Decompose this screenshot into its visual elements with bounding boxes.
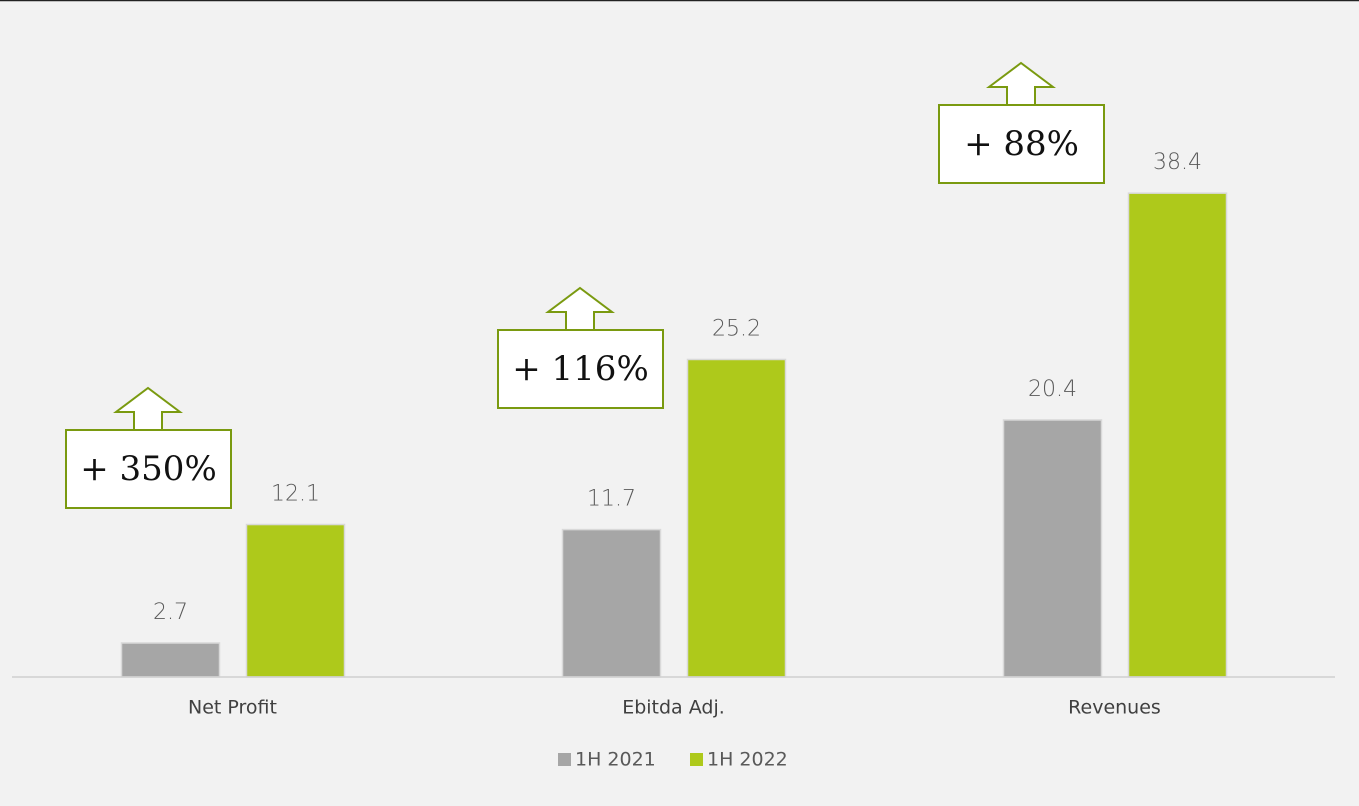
bar (245, 523, 346, 678)
bar (120, 642, 221, 678)
x-tick-label: Net Profit (188, 697, 277, 719)
legend-label: 1H 2021 (575, 749, 656, 771)
data-label: 25.2 (712, 316, 761, 341)
bar (1002, 419, 1103, 678)
arrow-icon (113, 386, 183, 430)
annotation-box (938, 104, 1105, 184)
annotation: + 116% (512, 349, 649, 389)
annotation: + 350% (80, 449, 217, 489)
annotation-box (65, 429, 232, 509)
data-label: 20.4 (1028, 377, 1077, 402)
legend-label: 1H 2022 (707, 749, 788, 771)
data-label: 11.7 (587, 487, 636, 512)
arrow-icon (545, 286, 615, 330)
arrow-icon (986, 61, 1056, 105)
data-label: 12.1 (271, 482, 320, 507)
bar (686, 358, 787, 678)
annotation-box (497, 329, 664, 409)
bar (561, 528, 662, 678)
x-tick-label: Revenues (1068, 697, 1161, 719)
legend-swatch (690, 753, 703, 766)
data-label: 38.4 (1153, 150, 1202, 175)
legend-swatch (558, 753, 571, 766)
bar (1127, 192, 1228, 678)
data-label: 2.7 (153, 600, 188, 625)
x-tick-label: Ebitda Adj. (622, 697, 725, 719)
annotation: + 88% (964, 124, 1079, 164)
